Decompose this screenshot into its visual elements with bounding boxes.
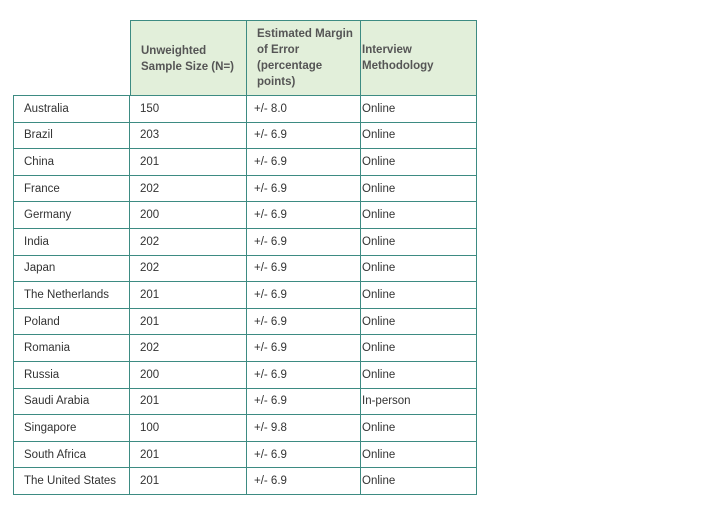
margin-of-error-cell: +/- 6.9: [247, 228, 361, 256]
methodology-cell: Online: [361, 255, 477, 283]
sample-size-cell: 201: [130, 388, 247, 416]
sample-size-cell: 202: [130, 335, 247, 362]
margin-of-error-cell: +/- 6.9: [247, 122, 361, 150]
header-margin-of-error: Estimated Margin of Error (percentage po…: [247, 20, 361, 96]
country-cell: Saudi Arabia: [13, 388, 130, 416]
country-cell: Russia: [13, 361, 130, 389]
margin-of-error-cell: +/- 8.0: [247, 96, 361, 123]
margin-of-error-cell: +/- 6.9: [247, 361, 361, 389]
country-cell: The United States: [13, 468, 130, 495]
sample-size-cell: 150: [130, 96, 247, 123]
sample-size-cell: 200: [130, 361, 247, 389]
methodology-cell: Online: [361, 361, 477, 389]
margin-of-error-cell: +/- 6.9: [247, 282, 361, 309]
margin-of-error-cell: +/- 6.9: [247, 175, 361, 203]
sample-size-cell: 201: [130, 282, 247, 309]
methodology-cell: Online: [361, 175, 477, 203]
margin-of-error-cell: +/- 6.9: [247, 335, 361, 362]
margin-of-error-cell: +/- 6.9: [247, 202, 361, 229]
sample-size-cell: 202: [130, 255, 247, 283]
sample-size-cell: 202: [130, 228, 247, 256]
country-cell: France: [13, 175, 130, 203]
country-cell: India: [13, 228, 130, 256]
margin-of-error-cell: +/- 6.9: [247, 441, 361, 469]
methodology-cell: Online: [361, 96, 477, 123]
country-cell: Singapore: [13, 415, 130, 442]
margin-of-error-cell: +/- 9.8: [247, 415, 361, 442]
country-cell: South Africa: [13, 441, 130, 469]
methodology-cell: Online: [361, 468, 477, 495]
margin-of-error-cell: +/- 6.9: [247, 255, 361, 283]
header-blank-cell: [13, 20, 130, 96]
header-interview-methodology: Interview Methodology: [361, 20, 477, 96]
methodology-cell: In-person: [361, 388, 477, 416]
methodology-cell: Online: [361, 282, 477, 309]
sample-size-cell: 201: [130, 468, 247, 495]
country-cell: Poland: [13, 308, 130, 336]
sample-size-cell: 200: [130, 202, 247, 229]
margin-of-error-cell: +/- 6.9: [247, 149, 361, 176]
country-cell: Australia: [13, 96, 130, 123]
country-cell: Romania: [13, 335, 130, 362]
methodology-cell: Online: [361, 122, 477, 150]
methodology-cell: Online: [361, 335, 477, 362]
sample-size-cell: 203: [130, 122, 247, 150]
header-sample-size: Unweighted Sample Size (N=): [130, 20, 247, 96]
methodology-cell: Online: [361, 441, 477, 469]
country-cell: China: [13, 149, 130, 176]
margin-of-error-cell: +/- 6.9: [247, 308, 361, 336]
sample-size-cell: 201: [130, 149, 247, 176]
methodology-cell: Online: [361, 202, 477, 229]
methodology-cell: Online: [361, 308, 477, 336]
methodology-cell: Online: [361, 228, 477, 256]
country-cell: Brazil: [13, 122, 130, 150]
methodology-cell: Online: [361, 415, 477, 442]
methodology-cell: Online: [361, 149, 477, 176]
sample-size-cell: 100: [130, 415, 247, 442]
sample-size-cell: 202: [130, 175, 247, 203]
country-cell: The Netherlands: [13, 282, 130, 309]
country-cell: Germany: [13, 202, 130, 229]
survey-methodology-table: Unweighted Sample Size (N=) Estimated Ma…: [13, 20, 477, 495]
margin-of-error-cell: +/- 6.9: [247, 468, 361, 495]
sample-size-cell: 201: [130, 441, 247, 469]
sample-size-cell: 201: [130, 308, 247, 336]
country-cell: Japan: [13, 255, 130, 283]
margin-of-error-cell: +/- 6.9: [247, 388, 361, 416]
